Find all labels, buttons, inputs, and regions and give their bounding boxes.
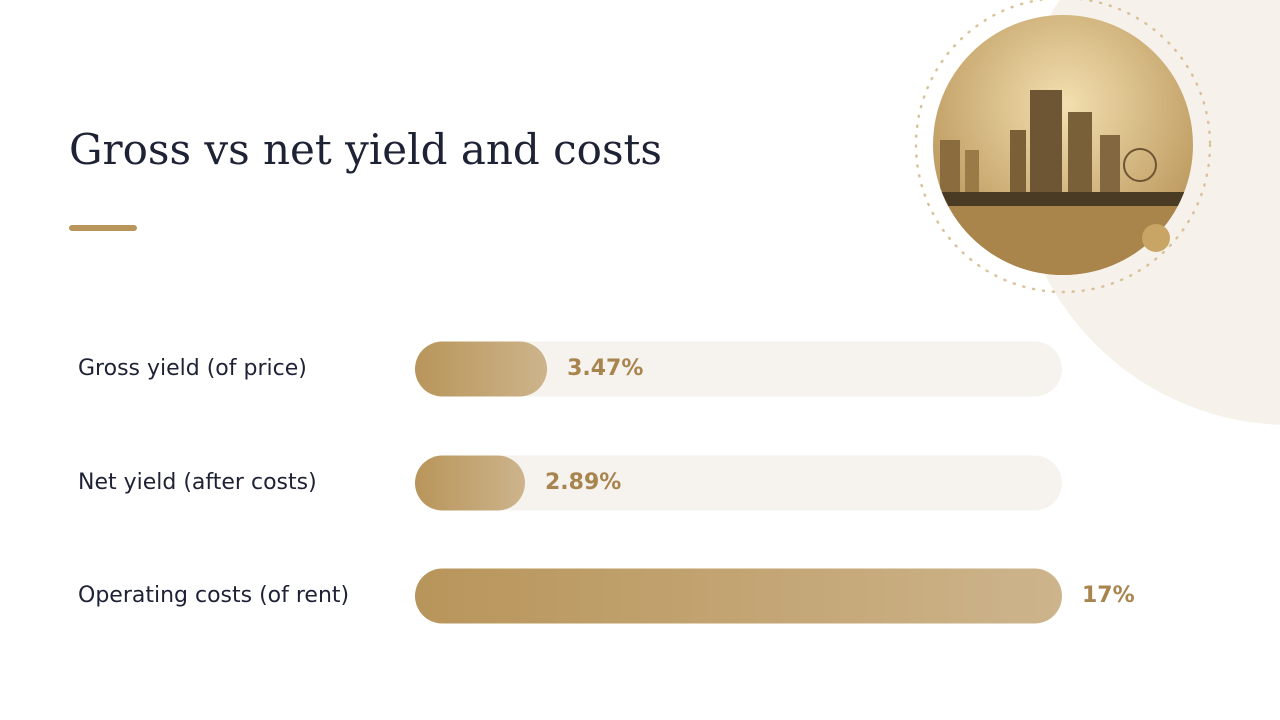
bar-track bbox=[415, 341, 1062, 397]
bar-track bbox=[415, 455, 1062, 511]
chart-title: Gross vs net yield and costs bbox=[69, 125, 662, 174]
category-label: Operating costs (of rent) bbox=[78, 583, 349, 608]
accent-line bbox=[69, 225, 137, 231]
value-label: 2.89% bbox=[545, 470, 621, 495]
value-label: 3.47% bbox=[567, 356, 643, 381]
decor-ring bbox=[914, 0, 1212, 294]
bar bbox=[415, 341, 548, 397]
decor-dot bbox=[1142, 224, 1170, 252]
value-label: 17% bbox=[1082, 583, 1135, 608]
bar bbox=[415, 455, 525, 511]
bar bbox=[415, 568, 1062, 624]
category-label: Gross yield (of price) bbox=[78, 356, 307, 381]
category-label: Net yield (after costs) bbox=[78, 470, 317, 495]
